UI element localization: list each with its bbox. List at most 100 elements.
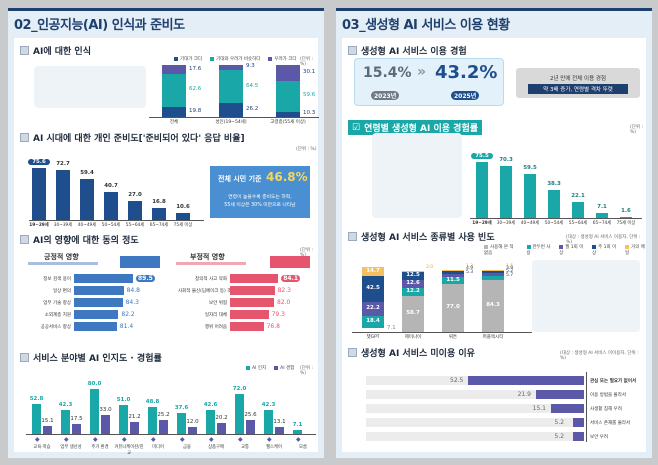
row-label: 사생활 침해 우려	[590, 407, 622, 412]
bar-experience	[130, 422, 139, 434]
category-label: 65~74세	[592, 221, 612, 226]
value-label: 59.5	[523, 165, 537, 172]
value-label: 52.8	[29, 396, 44, 403]
value-label: 10.6	[176, 203, 190, 210]
track	[366, 404, 584, 413]
value-label: 14.7	[366, 267, 380, 274]
bar-awareness	[235, 393, 244, 434]
category-label: 75세 이상	[616, 221, 636, 226]
category-label: 뤼튼	[448, 335, 458, 340]
hbar	[230, 310, 269, 319]
value-label: 59.6	[303, 92, 316, 99]
category-icon: ◆	[267, 436, 272, 443]
row-label: 행위 어려움	[204, 325, 227, 330]
value-label: 13.1	[273, 418, 286, 425]
value-label: 11.5	[446, 276, 460, 283]
value-label: 70.3	[499, 157, 513, 164]
value-label: 72.7	[56, 161, 70, 168]
value-label: 84.8	[126, 287, 140, 294]
value-label: 82.0	[277, 299, 291, 306]
category-icon: ◆	[151, 436, 156, 443]
stacked-bar-segment	[362, 276, 384, 303]
category-label: 챗GPT	[366, 335, 380, 340]
bar	[56, 170, 70, 220]
value-label: 84.3	[486, 301, 500, 308]
bar	[80, 179, 94, 220]
stacked-bar-segment	[402, 288, 424, 296]
bar-awareness	[206, 410, 215, 434]
row-label: 서비스 존재를 몰라서	[590, 421, 631, 426]
stacked-bar-segment	[362, 316, 384, 328]
section-title: 생성형 AI 서비스 미이용 이유	[348, 346, 475, 359]
value-label: 7.1	[387, 325, 396, 331]
category-icon: ◆	[180, 436, 185, 443]
bar	[32, 168, 46, 220]
value-label: 51.0	[116, 397, 131, 404]
stacked-bar-segment	[442, 277, 464, 285]
pencil-icon	[28, 262, 98, 265]
section-title: AI에 대한 인식	[20, 44, 91, 57]
bar-awareness	[148, 406, 157, 434]
value-label: 9.3	[246, 63, 255, 70]
category-icon: ◆	[238, 436, 243, 443]
stacked-bar-segment	[402, 280, 424, 289]
stacked-bar-segment	[402, 295, 424, 332]
category-label: 제미나이	[404, 335, 422, 340]
bar-experience	[188, 427, 197, 434]
square-icon	[20, 46, 29, 55]
value-label: 75.5	[471, 153, 493, 160]
track	[366, 432, 584, 441]
value-label: 20.2	[215, 414, 228, 421]
category-label: 40~49세	[520, 221, 540, 226]
row-label: 보안 위협	[209, 301, 227, 306]
value-label: 80.0	[87, 381, 102, 387]
bar-experience	[275, 426, 284, 434]
row-label: 보안 우려	[590, 435, 608, 440]
stacked-bar-segment	[219, 69, 243, 104]
category-label: 전체	[169, 120, 179, 125]
stacked-bar-segment	[362, 302, 384, 317]
robot-care-illustration	[34, 66, 146, 108]
value-label: 1.6	[621, 207, 631, 214]
bar-awareness	[264, 410, 273, 434]
value-label: 79.3	[271, 311, 285, 318]
value-label: 30.1	[303, 68, 316, 75]
bar-experience	[43, 425, 52, 434]
value-label: 12.2	[406, 287, 420, 294]
hbar	[74, 310, 119, 319]
bar-experience	[217, 422, 226, 434]
bar-awareness	[119, 405, 128, 434]
value-label: 5.7	[506, 273, 514, 279]
stacked-bar-segment	[442, 270, 464, 271]
bar-awareness	[61, 410, 70, 434]
value-label: 84.3	[125, 299, 139, 306]
hbar	[230, 322, 264, 331]
track	[366, 390, 584, 399]
value-label: 75.6	[28, 159, 50, 166]
value-label: 5.2	[554, 433, 565, 440]
value-label: 42.3	[261, 402, 276, 409]
stacked-bar-segment	[482, 279, 504, 332]
category-label: 퍼플렉시티	[482, 335, 504, 340]
value-label: 42.3	[58, 402, 73, 409]
value-label: 82.3	[277, 287, 291, 294]
section-title: AI의 영향에 대한 동의 정도	[20, 233, 139, 246]
stacked-bar-segment	[276, 65, 300, 81]
category-label: 50~54세	[544, 221, 564, 226]
category-label: 40~49세	[77, 223, 97, 228]
category-label: 모름	[299, 445, 307, 450]
bar	[548, 189, 560, 218]
value-label: 10.3	[303, 110, 316, 117]
square-icon	[20, 353, 29, 362]
square-icon	[20, 235, 29, 244]
bar-experience	[72, 424, 81, 434]
category-label: 19~29세	[29, 223, 49, 228]
row-label: 사회적 불신(딥페이크 등) 조장	[178, 289, 236, 294]
row-label: 관심 또는 필요가 없어서	[590, 379, 637, 384]
category-label: 성인(19~54세)	[215, 120, 247, 125]
value-label: 37.6	[174, 404, 189, 411]
stacked-bar-segment	[442, 284, 464, 332]
hbar	[230, 286, 275, 295]
row-label: 소외계층 지원	[44, 313, 71, 318]
value-label: 15.1	[532, 405, 546, 412]
